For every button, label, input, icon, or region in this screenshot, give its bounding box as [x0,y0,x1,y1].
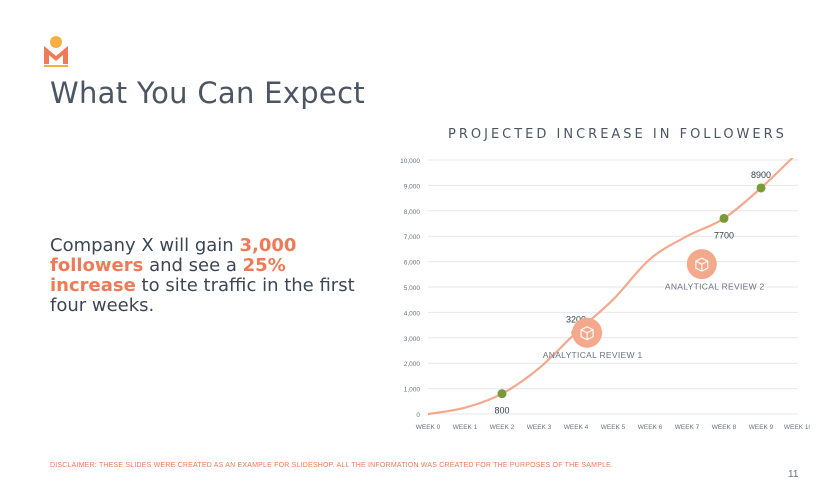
annotation-label: ANALYTICAL REVIEW 1 [543,350,643,360]
x-tick-label: WEEK 0 [416,424,441,431]
data-label: 8900 [751,170,771,180]
page-number: 11 [788,469,799,480]
message-text-1: Company X will gain [50,235,240,256]
x-tick-label: WEEK 8 [712,424,737,431]
disclaimer: DISCLAIMER: THESE SLIDES WERE CREATED AS… [50,462,614,469]
x-tick-label: WEEK 9 [749,424,774,431]
message-highlight-followers: 3,000 followers [50,235,297,276]
key-message: Company X will gain 3,000 followers and … [50,236,360,316]
x-tick-label: WEEK 5 [601,424,626,431]
data-label: 800 [494,406,509,416]
y-tick-label: 6,000 [404,260,421,267]
data-point [719,213,729,223]
x-tick-label: WEEK 1 [453,424,478,431]
x-tick-label: WEEK 10 [784,424,810,431]
data-label: 3200 [566,315,586,325]
y-tick-label: 2,000 [404,361,421,368]
y-tick-label: 9,000 [404,183,421,190]
x-tick-label: WEEK 7 [675,424,700,431]
y-tick-label: 10,000 [400,158,420,165]
data-point [497,389,507,399]
x-tick-label: WEEK 6 [638,424,663,431]
logo-icon [44,36,68,67]
data-point [756,183,766,193]
analytics-box-icon [580,326,594,341]
y-tick-label: 1,000 [404,387,421,394]
y-tick-label: 3,000 [404,336,421,343]
followers-line-chart: 0 1,000 2,000 3,000 4,000 5,000 6,000 7,000 8,00… [400,158,810,431]
data-label: 7700 [714,230,734,240]
y-tick-label: 4,000 [404,310,421,317]
x-tick-label: WEEK 2 [490,424,515,431]
message-highlight-increase: 25% increase [50,255,286,296]
page-title: What You Can Expect [50,76,365,110]
x-tick-label: WEEK 3 [527,424,552,431]
y-tick-label: 5,000 [404,285,421,292]
chart-title: PROJECTED INCREASE IN FOLLOWERS [448,127,787,142]
message-text-3: to site traffic in the first four weeks. [50,275,355,316]
x-tick-label: WEEK 4 [564,424,589,431]
message-text-2: and see a [143,255,243,276]
y-tick-label: 0 [416,412,420,419]
y-tick-label: 7,000 [404,234,421,241]
analytics-box-icon [695,257,709,272]
annotation-label: ANALYTICAL REVIEW 2 [665,282,765,292]
series-line [428,158,794,416]
y-tick-label: 8,000 [404,209,421,216]
